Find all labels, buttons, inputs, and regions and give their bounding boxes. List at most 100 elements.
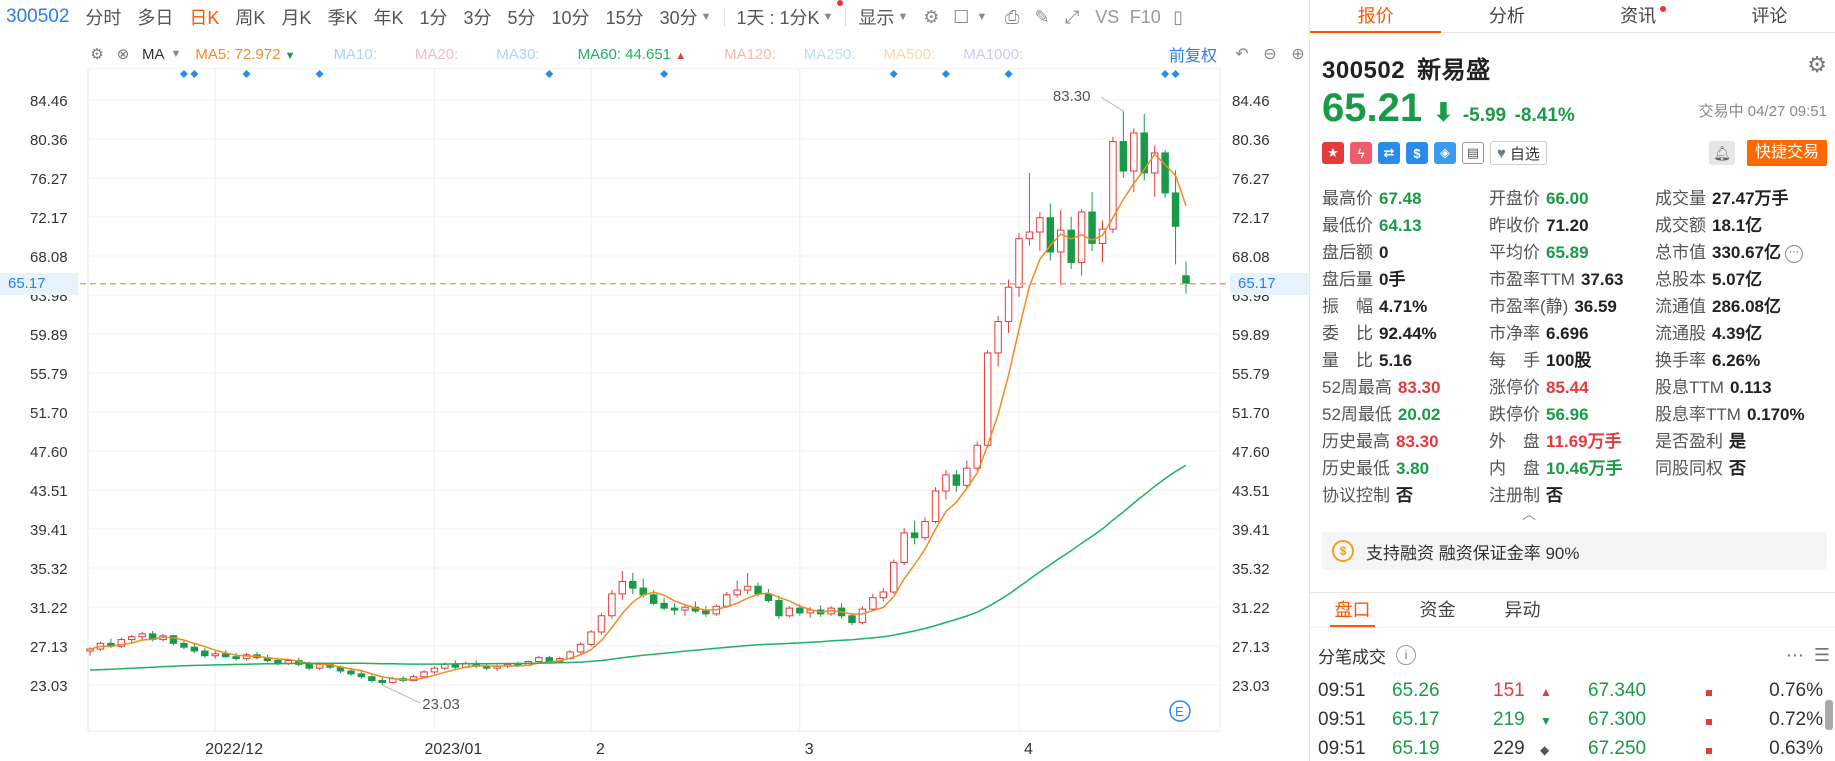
tick-reference-price: 67.300: [1588, 709, 1647, 730]
collapse-chevron-icon[interactable]: ︿: [1522, 506, 1536, 522]
ma250-legend: MA250:: [803, 45, 856, 63]
settings-icon[interactable]: ⚙: [923, 6, 940, 27]
zoom-in-icon[interactable]: ⊕: [1291, 46, 1305, 63]
stat-cell: 是否盈利是: [1655, 427, 1746, 452]
gear-icon[interactable]: ⚙: [1807, 52, 1827, 77]
y-tick-label-left: 84.46: [30, 93, 68, 110]
more-icon[interactable]: ⋯: [1785, 244, 1803, 263]
stat-cell: 股息率TTM 0.170%: [1655, 400, 1805, 425]
info-icon[interactable]: i: [1396, 645, 1416, 665]
period-tab[interactable]: 分时: [85, 8, 122, 28]
period-tab[interactable]: 多日: [137, 8, 174, 28]
stat-cell: 平均价 65.89: [1489, 238, 1589, 263]
tab-comments[interactable]: 评论: [1751, 6, 1788, 26]
stat-value: 否: [1396, 486, 1413, 505]
ma-close-icon[interactable]: ⊗: [116, 46, 130, 63]
ma-indicator-select[interactable]: MA: [142, 45, 165, 63]
event-marker: [242, 70, 251, 78]
candle-down: [1067, 229, 1075, 263]
order-book-tabs: 盘口 资金 异动: [1310, 592, 1835, 628]
event-marker: [1171, 70, 1180, 78]
tab-quote[interactable]: 报价: [1310, 0, 1442, 33]
candle-down: [201, 650, 209, 657]
ma-settings-icon[interactable]: ⚙: [90, 46, 104, 63]
more-icon[interactable]: ⋯: [1785, 644, 1804, 665]
candle-up: [858, 608, 867, 623]
tab-orderbook[interactable]: 盘口: [1310, 593, 1395, 627]
period-tab[interactable]: 周K: [235, 8, 266, 28]
lightning-icon[interactable]: ϟ: [1350, 142, 1372, 164]
period-tab[interactable]: 年K: [373, 8, 404, 28]
stat-value: 330.67亿: [1712, 243, 1781, 262]
stat-label: 总市值: [1655, 243, 1706, 262]
quick-trade-button[interactable]: 快捷交易: [1746, 140, 1827, 166]
tick-time: 09:51: [1318, 738, 1366, 759]
stock-code-title: 300502: [1322, 57, 1406, 84]
tab-funds[interactable]: 资金: [1419, 600, 1456, 620]
low-leader: [382, 684, 421, 704]
period-tab[interactable]: 月K: [281, 8, 312, 28]
period-tab[interactable]: 5分: [507, 8, 536, 28]
candle-down: [910, 532, 919, 539]
undo-icon[interactable]: ↶: [1235, 46, 1249, 63]
stat-value: 0.113: [1729, 378, 1772, 397]
y-tick-label-right: 84.46: [1232, 93, 1270, 110]
y-tick-label-left: 31.22: [30, 600, 68, 617]
tab-news[interactable]: 资讯: [1573, 0, 1704, 32]
document-icon[interactable]: ▤: [1462, 142, 1484, 164]
period-tab[interactable]: 15分: [605, 8, 644, 28]
scrollbar[interactable]: [1825, 700, 1833, 730]
zoom-out-icon[interactable]: ⊖: [1263, 46, 1277, 63]
period-tab[interactable]: 10分: [551, 8, 590, 28]
period-tab[interactable]: 日K: [189, 8, 220, 28]
watchlist-button[interactable]: ♥ 自选: [1490, 141, 1547, 165]
candle-up: [1004, 286, 1013, 323]
candle-down: [357, 673, 366, 678]
stock-code[interactable]: 300502: [6, 6, 70, 27]
fullscreen-icon[interactable]: ⤢: [1065, 6, 1080, 27]
minute-30-dropdown[interactable]: 30分 ▼: [659, 8, 712, 28]
period-tab[interactable]: 3分: [463, 8, 492, 28]
chevron-down-icon[interactable]: ▼: [170, 48, 182, 60]
tick-time: 09:51: [1318, 680, 1366, 701]
one-day-dropdown[interactable]: 1天 : 1分K ▼: [729, 0, 844, 30]
tick-reference-price: 67.250: [1588, 738, 1647, 759]
dollar-icon[interactable]: $: [1406, 142, 1428, 164]
period-tab[interactable]: 1分: [419, 8, 448, 28]
stat-label: 历史最低: [1322, 459, 1390, 478]
f10-button[interactable]: F10: [1129, 6, 1161, 27]
stat-value: 66.00: [1546, 189, 1589, 208]
adjust-button[interactable]: 前复权: [1168, 48, 1217, 65]
stat-cell: 每 手 100股: [1489, 346, 1591, 371]
stat-cell: 流通值 286.08亿: [1655, 292, 1781, 317]
chevron-down-icon[interactable]: ▼: [976, 11, 988, 23]
tab-alerts[interactable]: 异动: [1504, 600, 1541, 620]
list-icon[interactable]: ☰: [1813, 644, 1830, 665]
candle-up: [420, 671, 428, 678]
vs-button[interactable]: VS: [1095, 6, 1120, 27]
y-tick-label-right: 76.27: [1232, 171, 1270, 188]
box-select-icon[interactable]: ☐: [953, 6, 970, 27]
divider: [845, 8, 847, 26]
display-dropdown[interactable]: 显示 ▼: [858, 8, 909, 28]
china-flag-icon[interactable]: ★: [1322, 142, 1344, 164]
y-tick-label-left: 59.89: [30, 327, 68, 344]
pane-divider[interactable]: [1309, 0, 1310, 761]
candle-up: [994, 321, 1002, 354]
current-price-tag-left: 65.17: [0, 273, 78, 295]
ticks-list: 09:51 65.26 151 ▲ 67.340 0.76% 09:51 65.17 219 ▼ 6…: [1318, 680, 1823, 761]
period-tab[interactable]: 季K: [327, 8, 358, 28]
candle-up: [1077, 211, 1086, 263]
camera-icon[interactable]: ⎙: [1005, 6, 1020, 27]
shuffle-icon[interactable]: ⇄: [1378, 142, 1400, 164]
bell-icon[interactable]: 🔔︎: [1709, 141, 1735, 165]
candlestick-chart[interactable]: 84.46 84.46 80.36 80.36 76.27 76.27 72.17 72.17…: [0, 68, 1309, 761]
tag-icon[interactable]: ◈: [1434, 142, 1456, 164]
sidebar-toggle-icon[interactable]: ▯: [1173, 6, 1184, 27]
tab-analysis[interactable]: 分析: [1488, 6, 1525, 26]
stat-label: 开盘价: [1489, 189, 1540, 208]
pencil-icon[interactable]: ✎: [1034, 6, 1050, 27]
y-tick-label-right: 39.41: [1232, 522, 1270, 539]
x-tick-label: 2: [596, 741, 605, 758]
stat-cell: 外 盘 11.69万手: [1489, 427, 1622, 452]
